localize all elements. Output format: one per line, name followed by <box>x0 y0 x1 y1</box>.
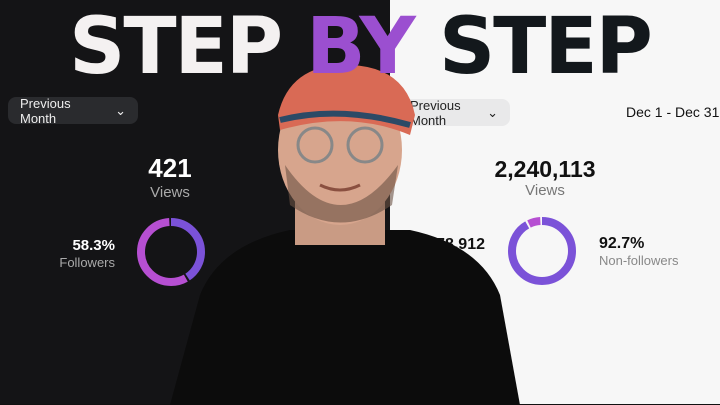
donut-segment-rest <box>137 218 205 286</box>
period-label: Previous Month <box>410 97 461 128</box>
views-value-dark: 421 <box>148 153 192 183</box>
chevron-down-icon: ⌄ <box>487 104 498 120</box>
headline-step-1: STEP <box>69 2 283 92</box>
followers-pct: 58.3% <box>72 237 115 254</box>
nonfollowers-pct: 92.7% <box>599 235 645 252</box>
views-label-light: Views <box>525 182 565 199</box>
donut-segment-main <box>137 218 205 286</box>
views-value-light: 2,240,113 <box>494 156 596 182</box>
period-dropdown-dark[interactable]: Previous Month ⌄ <box>8 95 138 126</box>
black-shirt <box>170 230 520 405</box>
donut-segment-main <box>508 217 576 285</box>
chevron-down-icon: ⌄ <box>115 102 126 118</box>
headline: STEP BY STEP <box>0 2 720 92</box>
headline-by: BY <box>306 2 416 92</box>
date-range[interactable]: Dec 1 - Dec 31 <box>626 104 720 120</box>
headline-step-2: STEP <box>438 2 653 92</box>
followers-donut <box>137 218 205 286</box>
nonfollowers-donut <box>508 217 576 285</box>
period-dropdown-light[interactable]: Previous Month ⌄ <box>398 97 510 128</box>
period-label: Previous Month <box>20 95 71 126</box>
glasses-icon <box>296 126 334 164</box>
presenter-photo <box>170 64 520 405</box>
nonfollowers-label: Non-followers <box>599 253 679 268</box>
followers-label: Followers <box>59 255 115 270</box>
views-label-dark: Views <box>150 184 190 201</box>
